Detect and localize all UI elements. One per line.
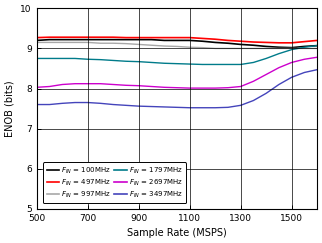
Y-axis label: ENOB (bits): ENOB (bits): [5, 80, 15, 137]
X-axis label: Sample Rate (MSPS): Sample Rate (MSPS): [127, 228, 227, 238]
Legend: $F_{IN}$ = 100MHz, $F_{IN}$ = 497MHz, $F_{IN}$ = 997MHz, $F_{IN}$ = 1797MHz, $F_: $F_{IN}$ = 100MHz, $F_{IN}$ = 497MHz, $F…: [43, 162, 186, 203]
